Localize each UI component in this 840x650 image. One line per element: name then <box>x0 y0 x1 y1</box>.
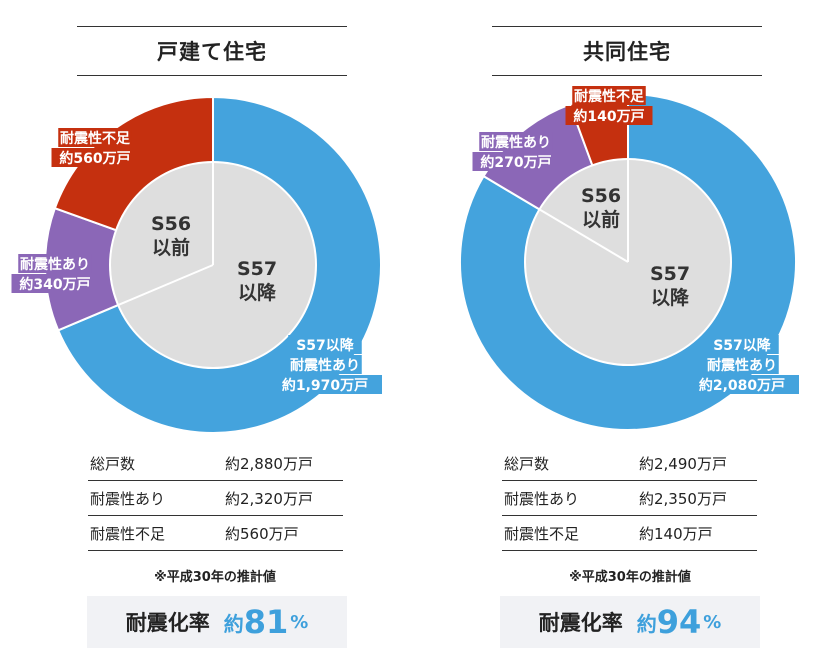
inner-divider <box>538 208 629 263</box>
rate-prefix: 約 <box>636 611 657 636</box>
callout-bg <box>705 355 779 374</box>
callout-bg <box>685 375 799 394</box>
callout-text: 耐震性不足 <box>574 88 645 105</box>
callout-bg <box>288 335 362 354</box>
apartment-housing-panel: 共同住宅 S57 以降 S56 以前 S57以降 耐震性あり 約2,080万戸 耐震性あり 約2… <box>420 0 840 650</box>
rate-number: 81 <box>243 603 289 641</box>
stat-label: 耐震性不足 <box>90 524 166 543</box>
stat-row: 耐震性あり 約2,320万戸 <box>88 481 343 516</box>
callout-text: 耐震性あり <box>707 357 777 374</box>
inner-label: S57 <box>650 263 690 285</box>
footnote: ※平成30年の推計値 <box>569 570 691 585</box>
callout-text: 約340万戸 <box>19 276 90 293</box>
rate-unit: % <box>703 611 722 633</box>
donut-chart: S57以降S56以前S57以降耐震性あり約2,080万戸耐震性あり約270万戸耐… <box>459 86 799 431</box>
stat-value: 約2,350万戸 <box>639 489 727 508</box>
callout-bg <box>565 106 653 125</box>
callout-text: 耐震性あり <box>290 357 360 374</box>
stats-table: 総戸数 約2,490万戸 耐震性あり 約2,350万戸 耐震性不足 約140万戸 <box>502 446 757 551</box>
rate-number: 94 <box>656 603 702 641</box>
callout-text: 耐震性あり <box>20 256 90 273</box>
stat-label: 耐震性あり <box>90 489 166 508</box>
inner-label: S57 <box>237 258 277 280</box>
callout-bg <box>572 86 646 105</box>
callout-bg <box>18 254 92 273</box>
stat-label: 耐震性あり <box>504 489 580 508</box>
rate-box: 耐震化率 約 81 % <box>87 596 347 648</box>
footnote: ※平成30年の推計値 <box>154 570 276 585</box>
callout-bg <box>479 132 553 151</box>
stat-row: 耐震性あり 約2,350万戸 <box>502 481 757 516</box>
stat-value: 約2,880万戸 <box>225 454 313 473</box>
callout-bg <box>268 375 382 394</box>
stat-row: 総戸数 約2,490万戸 <box>502 446 757 481</box>
inner-label: 以降 <box>238 281 277 304</box>
inner-label: 以前 <box>152 236 190 259</box>
rate-prefix: 約 <box>223 611 244 636</box>
rate-label: 耐震化率 <box>125 611 210 635</box>
callout-text: 耐震性不足 <box>60 130 131 147</box>
chart-title: 共同住宅 <box>492 26 762 76</box>
stat-row: 総戸数 約2,880万戸 <box>88 446 343 481</box>
inner-edge <box>109 161 317 369</box>
rate-unit: % <box>290 611 309 633</box>
callout-text: 耐震性あり <box>481 134 551 151</box>
callout-text: 約2,080万戸 <box>699 377 785 394</box>
callout-text: 約560万戸 <box>59 150 130 167</box>
stats-table: 総戸数 約2,880万戸 耐震性あり 約2,320万戸 耐震性不足 約560万戸 <box>88 446 343 551</box>
stat-label: 総戸数 <box>504 454 550 473</box>
inner-label: 以降 <box>651 286 690 309</box>
callout-bg <box>288 355 362 374</box>
callout-bg <box>472 152 560 171</box>
callout-bg <box>51 148 139 167</box>
stat-value: 約560万戸 <box>225 524 299 543</box>
stat-value: 約2,320万戸 <box>225 489 313 508</box>
callout-text: S57以降 <box>296 337 355 354</box>
callout-bg <box>11 274 99 293</box>
stat-row: 耐震性不足 約140万戸 <box>502 516 757 551</box>
callout-bg <box>58 128 132 147</box>
stat-value: 約140万戸 <box>639 524 713 543</box>
detached-housing-panel: 戸建て住宅 S57 以降 S56 以前 S57以降 耐震性あり 約1,970万戸 耐震性あり約… <box>11 26 382 648</box>
stat-row: 耐震性不足 約560万戸 <box>88 516 343 551</box>
stat-label: 耐震性不足 <box>504 524 580 543</box>
inner-divider <box>117 264 214 306</box>
inner-label: S56 <box>151 213 191 235</box>
chart-title: 戸建て住宅 <box>77 26 347 76</box>
donut-chart: S57以降S56以前S57以降耐震性あり約1,970万戸耐震性あり約340万戸耐… <box>11 95 382 434</box>
callout-text: 約270万戸 <box>480 154 551 171</box>
callout-bg <box>705 335 779 354</box>
callout-text: 約1,970万戸 <box>282 377 368 394</box>
stat-label: 総戸数 <box>90 454 136 473</box>
callout-text: 約140万戸 <box>573 108 644 125</box>
rate-box: 耐震化率 約 94 % <box>500 596 760 648</box>
inner-label: 以前 <box>582 208 620 231</box>
stat-value: 約2,490万戸 <box>639 454 727 473</box>
inner-label: S56 <box>581 185 621 207</box>
inner-edge <box>524 158 732 366</box>
rate-label: 耐震化率 <box>538 611 623 635</box>
callout-text: S57以降 <box>713 337 772 354</box>
